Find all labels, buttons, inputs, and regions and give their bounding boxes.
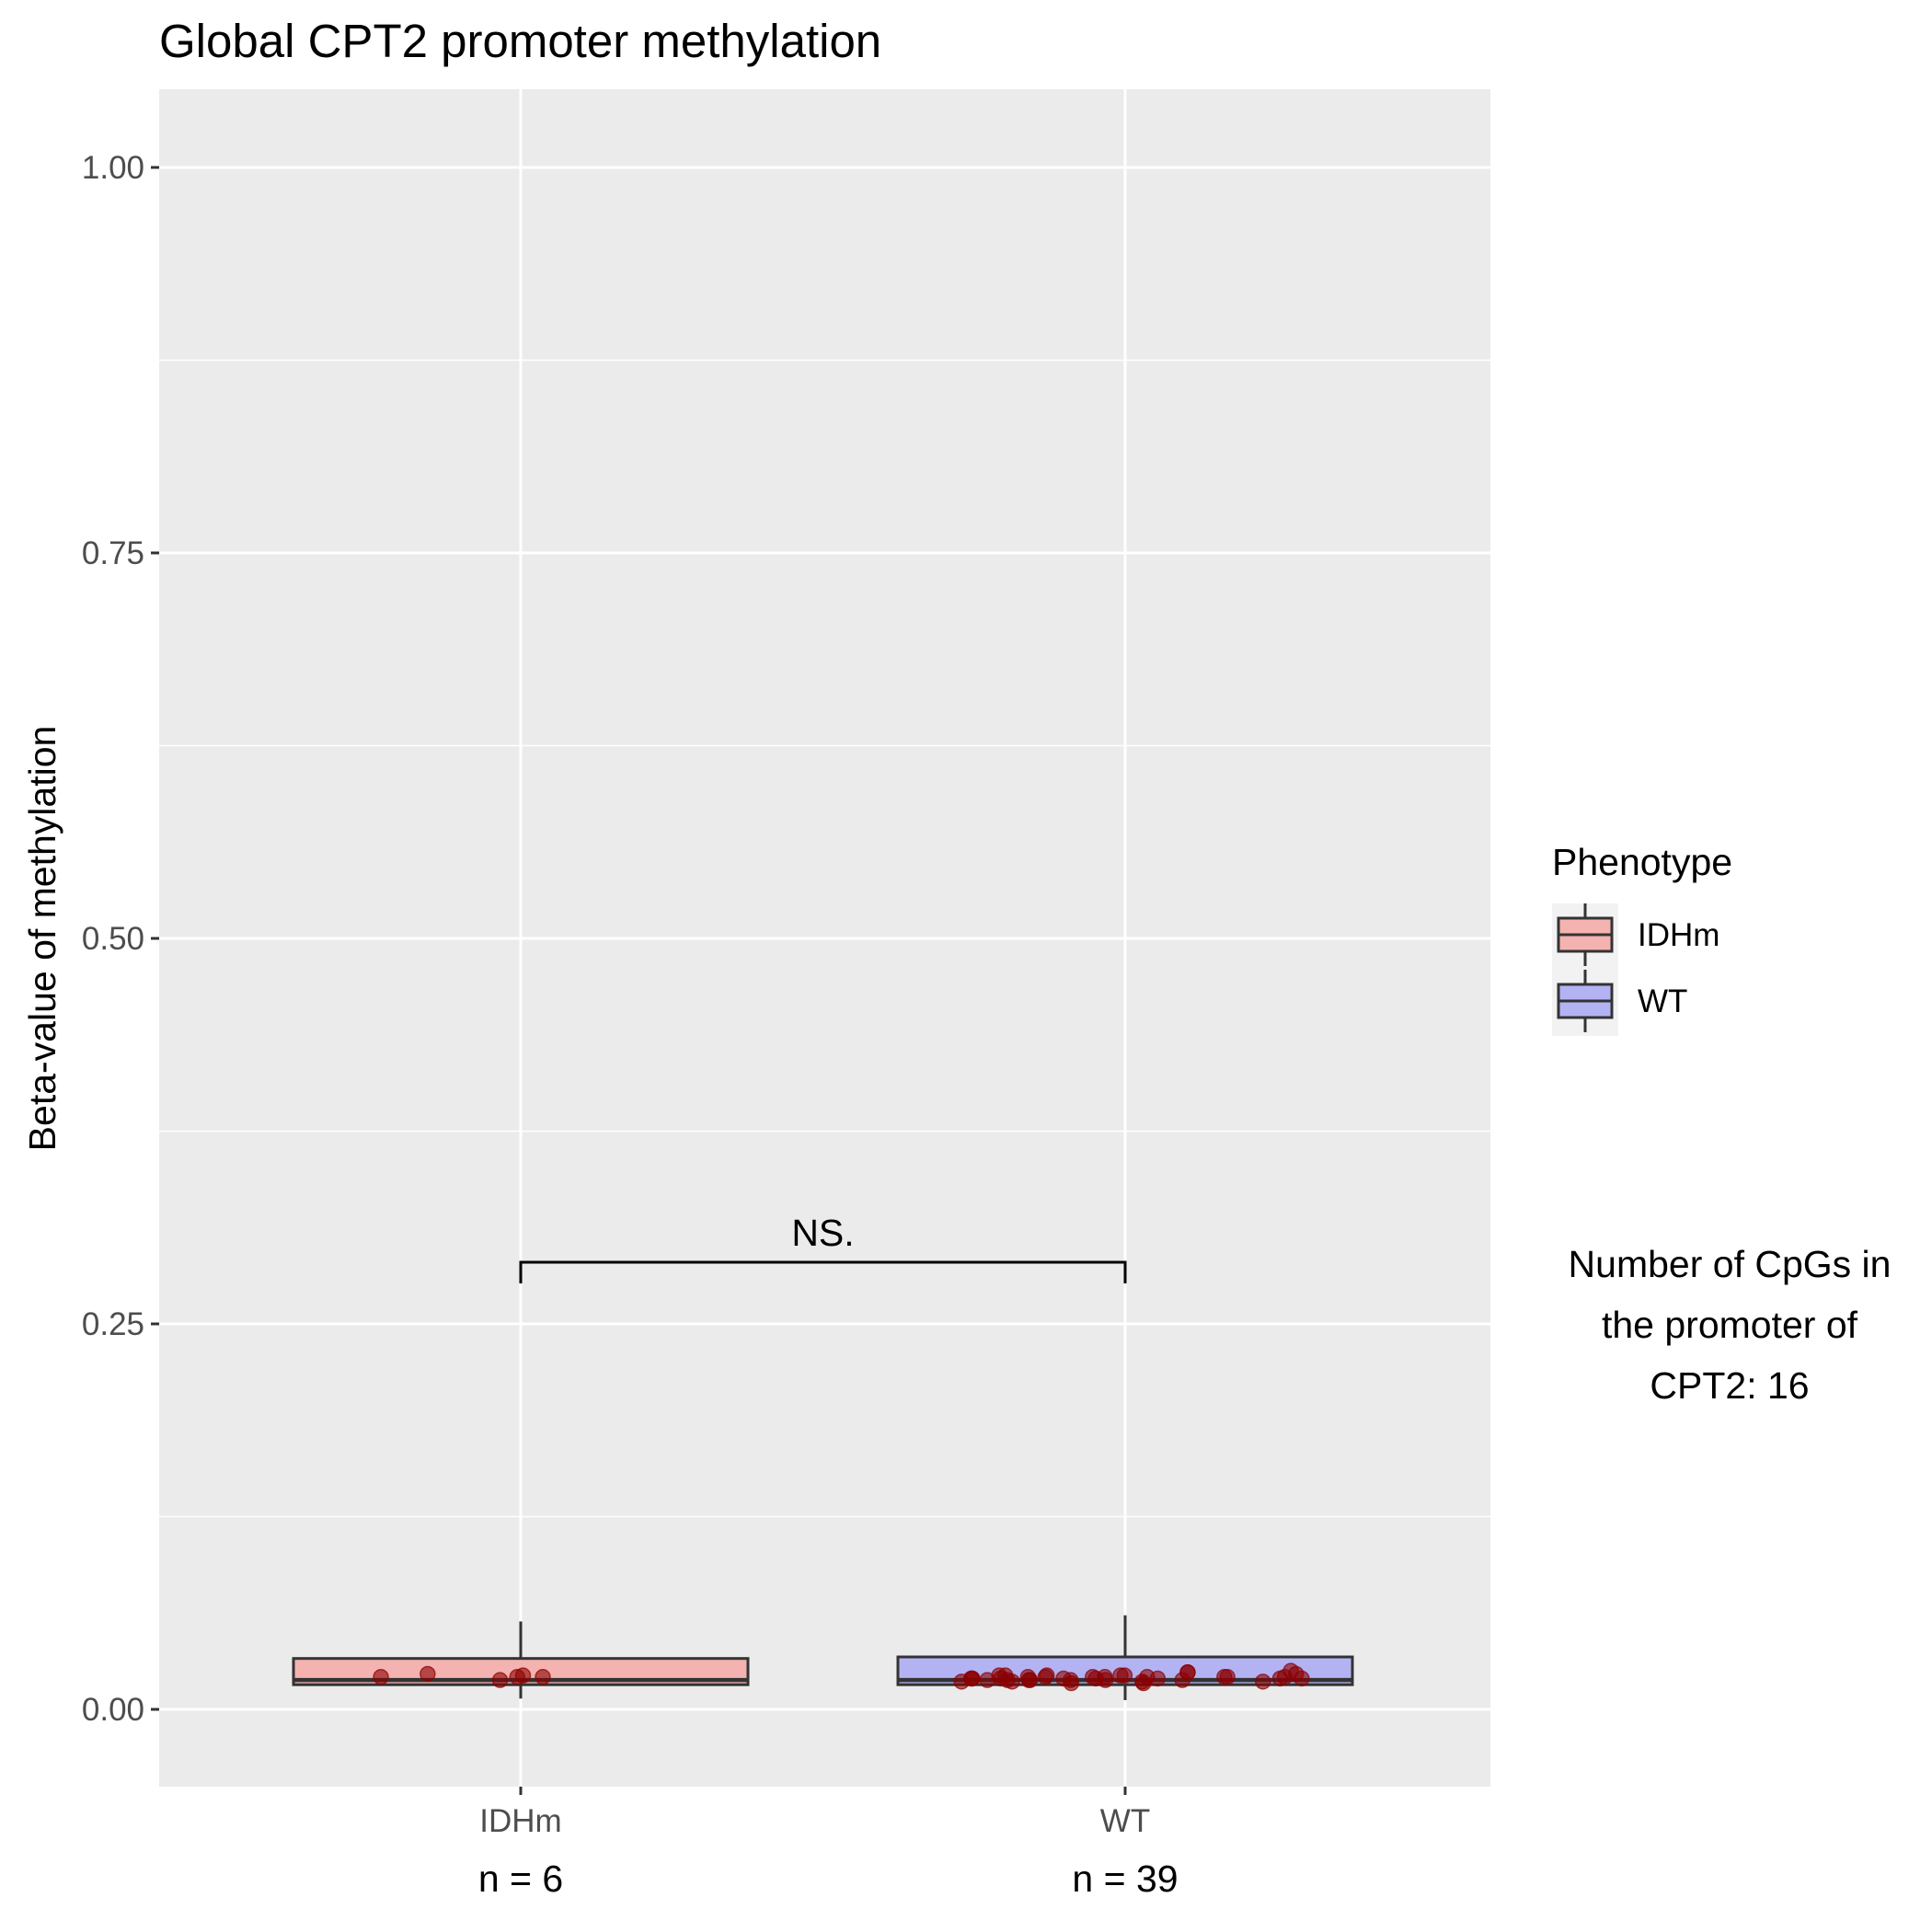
y-tick-label: 0.50	[82, 921, 144, 957]
data-point	[420, 1665, 436, 1683]
y-tick-label: 0.75	[82, 535, 144, 571]
data-point	[1037, 1669, 1054, 1685]
data-point	[964, 1670, 981, 1687]
grid-lines	[159, 89, 1490, 1787]
significance-bracket-line	[519, 1260, 1127, 1283]
data-point	[1133, 1673, 1151, 1690]
data-points	[373, 1662, 1310, 1692]
data-point	[1294, 1670, 1310, 1687]
legend: Phenotype IDHm WT	[1552, 841, 1732, 1036]
legend-entries: IDHm WT	[1557, 903, 1719, 1032]
y-tick-label: 0.25	[82, 1306, 144, 1342]
data-point	[1254, 1673, 1271, 1690]
data-point	[991, 1667, 1007, 1684]
cpg-count-note-line: CPT2: 16	[1650, 1364, 1809, 1407]
data-point	[1112, 1667, 1129, 1684]
x-tick-label: IDHm	[479, 1803, 561, 1839]
significance-label: NS.	[791, 1212, 854, 1254]
legend-title: Phenotype	[1552, 841, 1732, 883]
y-tick-label: 1.00	[82, 150, 144, 186]
data-point	[535, 1669, 551, 1685]
data-point	[1179, 1664, 1196, 1681]
data-point	[491, 1672, 509, 1688]
legend-label: IDHm	[1638, 917, 1719, 953]
cpg-count-note-line: Number of CpGs in	[1569, 1243, 1892, 1285]
sample-size-label: n = 39	[1072, 1857, 1178, 1900]
sample-size-label: n = 6	[478, 1857, 563, 1900]
x-axis: IDHm n = 6 WT n = 39	[478, 1787, 1179, 1900]
data-point	[1282, 1662, 1299, 1679]
y-axis-title: Beta-value of methylation	[21, 726, 63, 1152]
data-point	[373, 1669, 389, 1685]
significance-bracket: NS.	[519, 1212, 1127, 1283]
cpg-count-note: Number of CpGs in the promoter of CPT2: 16	[1569, 1243, 1892, 1407]
x-tick-label: WT	[1100, 1803, 1150, 1839]
y-tick-label: 0.00	[82, 1692, 144, 1728]
cpg-count-note-line: the promoter of	[1602, 1304, 1858, 1346]
data-point	[1062, 1672, 1079, 1688]
chart-title: Global CPT2 promoter methylation	[159, 15, 881, 67]
data-point	[1271, 1670, 1289, 1687]
data-point	[1097, 1672, 1114, 1688]
y-axis: 0.00 0.25 0.50 0.75 1.00	[82, 150, 159, 1728]
data-point	[1216, 1669, 1233, 1685]
data-point	[514, 1667, 532, 1684]
data-point	[1021, 1672, 1039, 1688]
legend-label: WT	[1638, 983, 1687, 1019]
